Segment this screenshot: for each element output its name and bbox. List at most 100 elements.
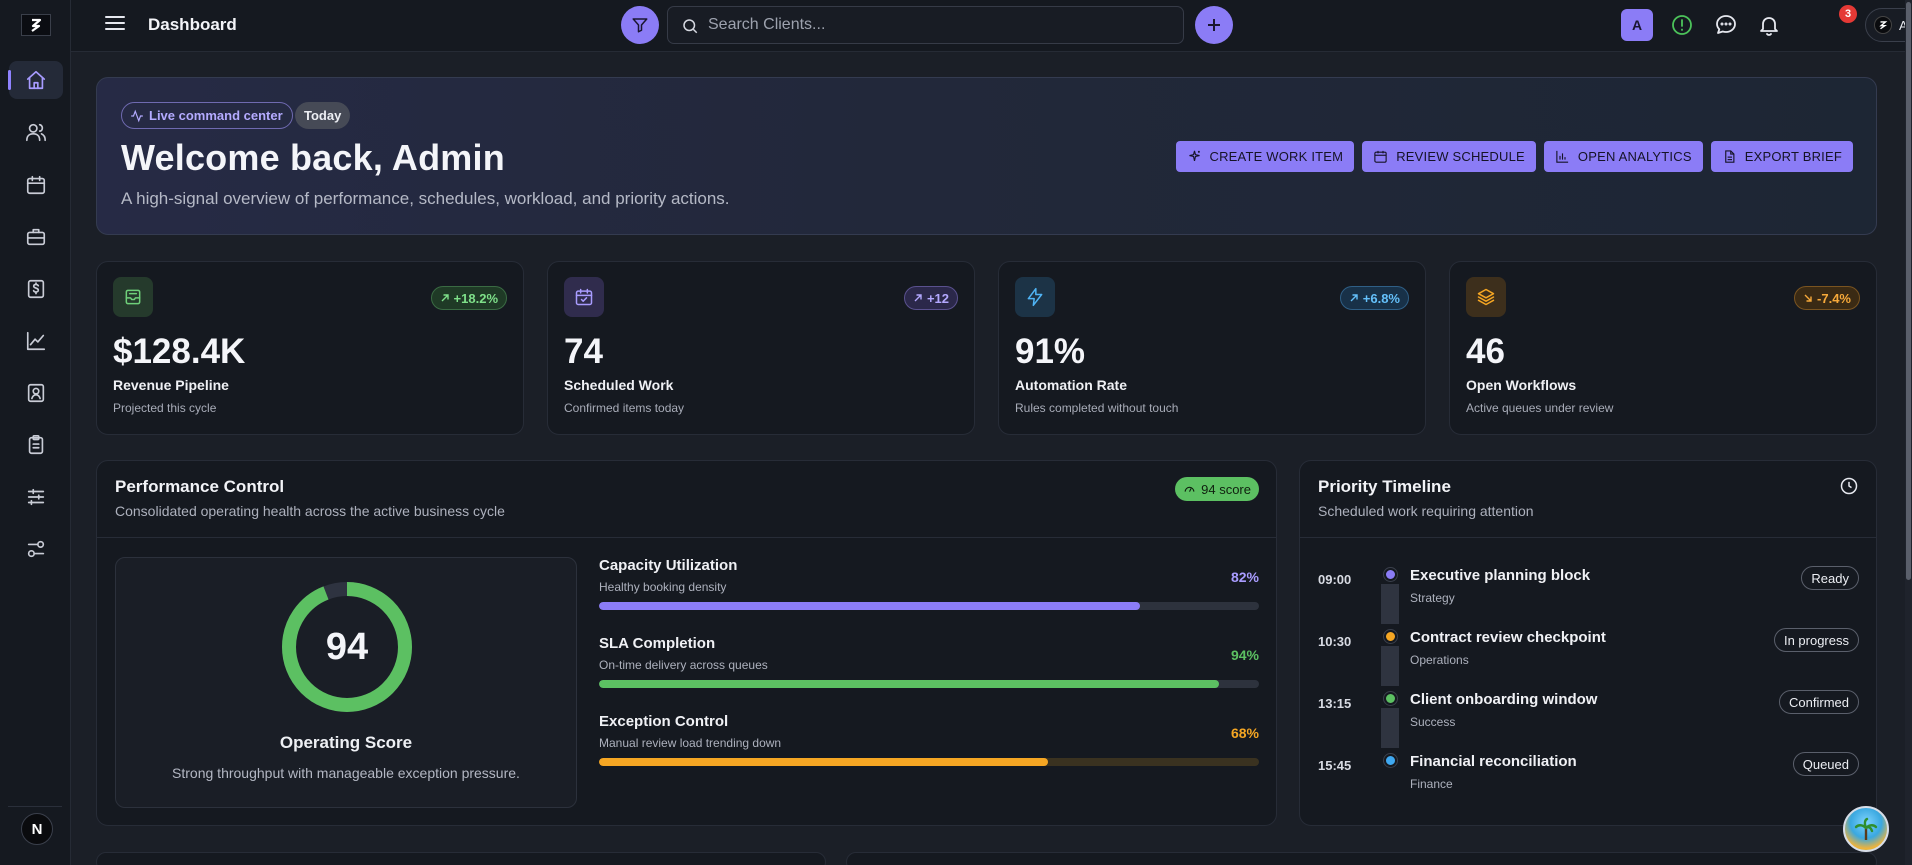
timeline-time: 09:00 xyxy=(1318,572,1352,587)
stat-card-revenue[interactable]: +18.2% $128.4K Revenue Pipeline Projecte… xyxy=(96,261,524,435)
today-badge: Today xyxy=(295,102,351,129)
open-analytics-label: OPEN ANALYTICS xyxy=(1577,149,1692,164)
score-title: Operating Score xyxy=(279,733,413,752)
timeline-item[interactable]: 10:30 Contract review checkpoint Operati… xyxy=(1300,612,1876,686)
timeline-item-category: Finance xyxy=(1410,777,1453,791)
metric-fill xyxy=(599,758,1048,766)
sidebar-item-contacts[interactable] xyxy=(17,374,55,412)
timeline-subtitle: Scheduled work requiring attention xyxy=(1318,503,1534,519)
priority-timeline-panel: Priority Timeline Scheduled work requiri… xyxy=(1299,460,1877,826)
create-work-item-button[interactable]: CREATE WORK ITEM xyxy=(1175,141,1355,172)
open-analytics-button[interactable]: OPEN ANALYTICS xyxy=(1543,141,1703,172)
review-schedule-button[interactable]: REVIEW SCHEDULE xyxy=(1362,141,1536,172)
sidebar-item-home[interactable] xyxy=(8,61,63,99)
stat-delta: +12 xyxy=(903,286,958,310)
workspace-badge[interactable]: A xyxy=(1621,9,1653,41)
sidebar-item-invoices[interactable] xyxy=(17,270,55,308)
metric-sub: Healthy booking density xyxy=(599,580,727,594)
stat-delta-value: +12 xyxy=(926,290,949,306)
timeline-status-badge: In progress xyxy=(1773,628,1859,652)
timeline-status-badge: Confirmed xyxy=(1779,690,1859,714)
welcome-hero: Live command center Today Welcome back, … xyxy=(96,77,1877,235)
assistant-bubble[interactable] xyxy=(1843,806,1889,852)
stat-card-scheduled[interactable]: +12 74 Scheduled Work Confirmed items to… xyxy=(547,261,975,435)
score-badge: 94 score xyxy=(1175,477,1259,501)
timeline-time: 15:45 xyxy=(1318,758,1352,773)
stat-card-automation[interactable]: +6.8% 91% Automation Rate Rules complete… xyxy=(998,261,1426,435)
timeline-connector xyxy=(1381,584,1399,624)
timeline-dot xyxy=(1384,568,1397,581)
filter-button[interactable] xyxy=(621,6,659,44)
admin-avatar xyxy=(1874,16,1892,34)
clock-icon[interactable] xyxy=(1839,476,1859,496)
timeline-status-badge: Ready xyxy=(1801,566,1859,590)
menu-icon[interactable] xyxy=(105,16,125,34)
timeline-item-title: Financial reconciliation xyxy=(1410,753,1577,770)
sidebar-item-tasks[interactable] xyxy=(17,426,55,464)
score-ring xyxy=(282,582,412,712)
score-ring-arc xyxy=(282,582,412,712)
document-icon xyxy=(1724,150,1735,163)
arrow-up-right-icon xyxy=(914,294,922,302)
performance-panel: Performance Control Consolidated operati… xyxy=(96,460,1277,826)
review-schedule-label: REVIEW SCHEDULE xyxy=(1396,149,1525,164)
metric-percent: 82% xyxy=(1230,569,1259,585)
stat-label: Revenue Pipeline xyxy=(113,377,229,393)
logo-icon xyxy=(31,18,42,32)
metric-sub: On-time delivery across queues xyxy=(599,658,768,672)
chat-bubble-icon xyxy=(1716,15,1736,34)
metric-title: SLA Completion xyxy=(599,635,716,652)
timeline-status-badge: Queued xyxy=(1792,752,1859,776)
briefcase-icon xyxy=(26,228,46,246)
sidebar-item-analytics[interactable] xyxy=(17,322,55,360)
user-avatar[interactable]: N xyxy=(21,813,53,845)
stat-value: 74 xyxy=(564,332,603,371)
topbar: Dashboard A 3 Admin xyxy=(71,0,1912,52)
lower-panel-right xyxy=(846,852,1877,865)
timeline-item[interactable]: 13:15 Client onboarding window Success C… xyxy=(1300,674,1876,748)
stat-sub: Projected this cycle xyxy=(113,401,217,415)
export-brief-label: EXPORT BRIEF xyxy=(1744,149,1842,164)
stat-sub: Rules completed without touch xyxy=(1015,401,1179,415)
metric-track xyxy=(599,602,1259,610)
timeline-item-title: Executive planning block xyxy=(1410,567,1591,584)
stat-icon-wrap xyxy=(564,277,604,317)
scrollbar-thumb[interactable] xyxy=(1906,2,1911,580)
home-icon xyxy=(26,70,46,90)
inbox-icon xyxy=(125,289,141,305)
page-scrollbar[interactable] xyxy=(1905,0,1912,865)
stat-delta: +6.8% xyxy=(1339,286,1409,310)
logo-icon xyxy=(1879,21,1888,30)
app-logo[interactable] xyxy=(21,14,51,36)
stat-delta: -7.4% xyxy=(1794,286,1860,310)
stat-value: $128.4K xyxy=(113,332,246,371)
timeline-item[interactable]: 09:00 Executive planning block Strategy … xyxy=(1300,550,1876,624)
timeline-item-title: Contract review checkpoint xyxy=(1410,629,1606,646)
sidebar-item-settings[interactable] xyxy=(17,530,55,568)
stat-label: Automation Rate xyxy=(1015,377,1127,393)
add-button[interactable] xyxy=(1195,6,1233,44)
hero-actions: CREATE WORK ITEM REVIEW SCHEDULE OPEN AN… xyxy=(1175,141,1853,172)
sidebar-item-calendar[interactable] xyxy=(17,166,55,204)
users-icon xyxy=(26,123,46,142)
sidebar-item-clients[interactable] xyxy=(17,113,55,151)
export-brief-button[interactable]: EXPORT BRIEF xyxy=(1710,141,1853,172)
sidebar-item-controls[interactable] xyxy=(17,478,55,516)
score-badge-label: 94 score xyxy=(1201,481,1251,497)
arrow-down-right-icon xyxy=(1804,294,1812,302)
notifications-button[interactable] xyxy=(1757,13,1781,37)
gauge-icon xyxy=(1184,486,1195,492)
sliders-icon xyxy=(27,488,45,506)
sidebar-item-jobs[interactable] xyxy=(17,218,55,256)
admin-menu[interactable]: Admin xyxy=(1865,8,1912,42)
performance-subtitle: Consolidated operating health across the… xyxy=(115,503,505,519)
clock-svg xyxy=(1840,477,1858,495)
status-icon-button[interactable] xyxy=(1670,13,1694,37)
stat-card-workflows[interactable]: -7.4% 46 Open Workflows Active queues un… xyxy=(1449,261,1877,435)
search-input[interactable] xyxy=(708,14,1168,36)
stat-delta-value: +6.8% xyxy=(1362,290,1400,306)
sparkle-icon xyxy=(1188,150,1200,161)
timeline-item[interactable]: 15:45 Financial reconciliation Finance Q… xyxy=(1300,736,1876,798)
live-badge: Live command center xyxy=(121,102,293,129)
messages-button[interactable] xyxy=(1714,13,1738,37)
